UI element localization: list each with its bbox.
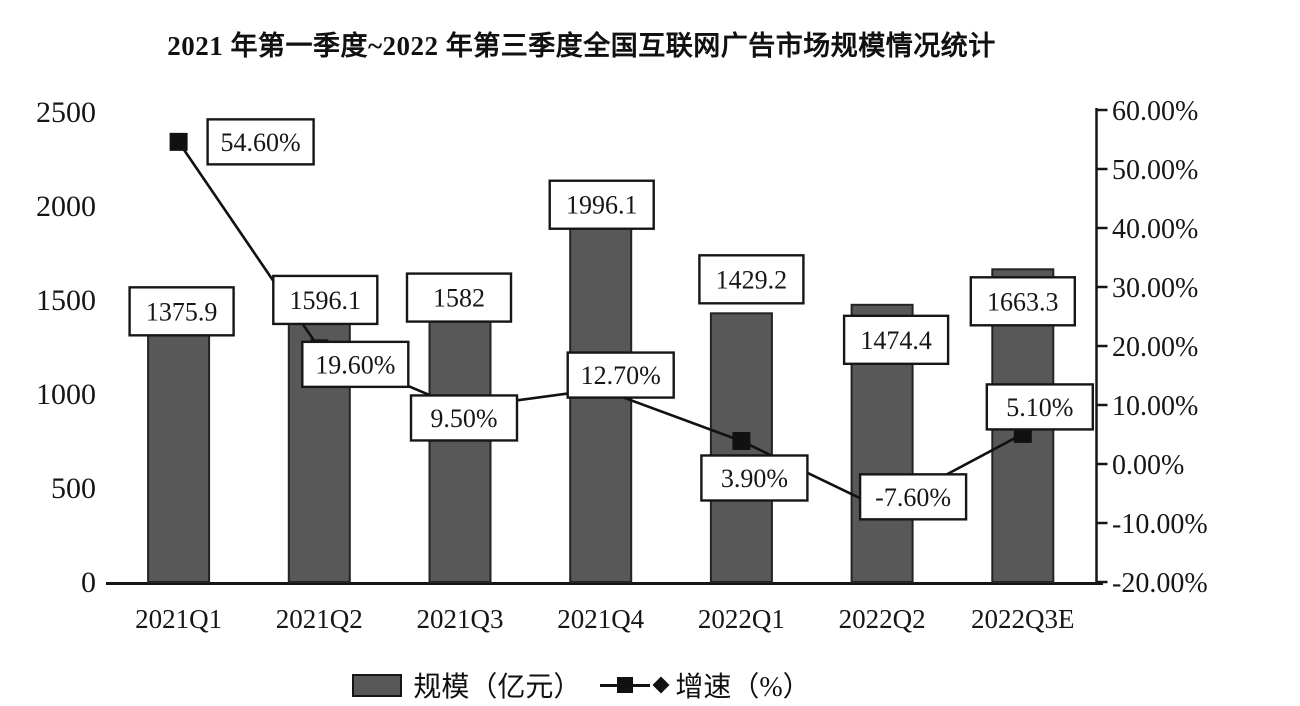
bar-value-box-2021Q3 [405, 272, 513, 323]
legend-line-marker-icon [600, 677, 651, 693]
x-axis-label-2022Q2: 2022Q2 [839, 604, 926, 634]
bar-value-label-2021Q3: 1582 [433, 284, 485, 313]
bar-value-label-2021Q2: 1596.1 [290, 286, 362, 315]
bar-value-box-2022Q2 [842, 314, 950, 366]
bar-value-box-2021Q2 [272, 274, 379, 326]
x-axis-label-2021Q2: 2021Q2 [276, 604, 363, 634]
bar-2021Q2 [287, 280, 351, 583]
legend-diamond-marker-icon [652, 676, 670, 694]
left-axis-tick-label: 0 [81, 566, 96, 599]
left-axis-tick-label: 1500 [36, 284, 96, 317]
x-axis-label-2021Q1: 2021Q1 [135, 604, 222, 634]
bar-value-box-2022Q1 [698, 254, 805, 305]
left-axis-tick-label: 1000 [36, 378, 96, 411]
right-axis-tick-label: 30.00% [1112, 273, 1198, 304]
growth-marker-2021Q1 [169, 132, 188, 151]
legend-square-marker-icon [617, 677, 634, 693]
bar-value-box-2021Q1 [128, 286, 235, 337]
x-axis-label-2022Q3E: 2022Q3E [971, 604, 1075, 634]
growth-value-label-2022Q3E: 5.10% [1006, 393, 1073, 422]
legend: 规模（亿元） 增速（%） [0, 665, 1163, 705]
growth-value-label-2021Q2: 19.60% [315, 350, 395, 379]
x-axis-label-2022Q1: 2022Q1 [698, 604, 785, 634]
legend-bar-label: 规模（亿元） [413, 672, 582, 703]
chart-title: 2021 年第一季度~2022 年第三季度全国互联网广告市场规模情况统计 [167, 31, 996, 61]
right-axis-tick-label: 0.00% [1112, 450, 1184, 481]
right-axis-tick-label: -20.00% [1112, 568, 1208, 599]
growth-value-label-2021Q1: 54.60% [221, 128, 301, 157]
bar-value-box-2022Q3E [969, 276, 1076, 327]
growth-value-box-2022Q2 [858, 473, 968, 521]
bar-value-label-2021Q4: 1996.1 [566, 191, 638, 220]
legend-line-label: 增速（%） [675, 672, 811, 703]
growth-marker-2022Q1 [732, 431, 751, 450]
growth-value-box-2021Q4 [566, 351, 675, 399]
bar-value-label-2022Q1: 1429.2 [716, 265, 788, 294]
right-axis-tick-label: -10.00% [1112, 509, 1208, 540]
growth-value-label-2021Q4: 12.70% [581, 361, 661, 390]
right-axis-tick-label: 50.00% [1112, 155, 1198, 186]
legend-line-segment [633, 683, 651, 687]
left-axis-tick-label: 2000 [36, 190, 96, 223]
x-axis-label-2021Q4: 2021Q4 [557, 604, 644, 634]
right-axis-tick-label: 20.00% [1112, 332, 1198, 363]
right-axis-tick-label: 10.00% [1112, 391, 1198, 422]
bar-value-label-2021Q1: 1375.9 [146, 297, 218, 326]
x-axis-label-2021Q3: 2021Q3 [417, 604, 504, 634]
growth-value-box-2022Q3E [985, 383, 1094, 431]
legend-bar-swatch [352, 673, 403, 697]
bar-value-label-2022Q2: 1474.4 [860, 326, 932, 355]
right-axis-tick-label: 40.00% [1112, 214, 1198, 245]
bar-value-label-2022Q3E: 1663.3 [987, 287, 1059, 316]
growth-value-box-2021Q2 [301, 340, 410, 389]
growth-value-box-2022Q1 [700, 454, 809, 502]
bar-2021Q1 [147, 322, 211, 583]
left-axis-tick-label: 500 [51, 472, 96, 505]
growth-value-label-2022Q1: 3.90% [721, 464, 788, 493]
right-axis-tick-label: 60.00% [1112, 96, 1198, 127]
bar-value-box-2021Q4 [548, 179, 655, 230]
growth-value-box-2021Q1 [206, 118, 315, 166]
legend-line-segment [600, 683, 618, 687]
left-axis-tick-label: 2500 [36, 96, 96, 129]
growth-value-box-2021Q3 [409, 394, 519, 442]
growth-value-label-2021Q3: 9.50% [430, 404, 497, 433]
growth-value-label-2022Q2: -7.60% [875, 483, 951, 512]
